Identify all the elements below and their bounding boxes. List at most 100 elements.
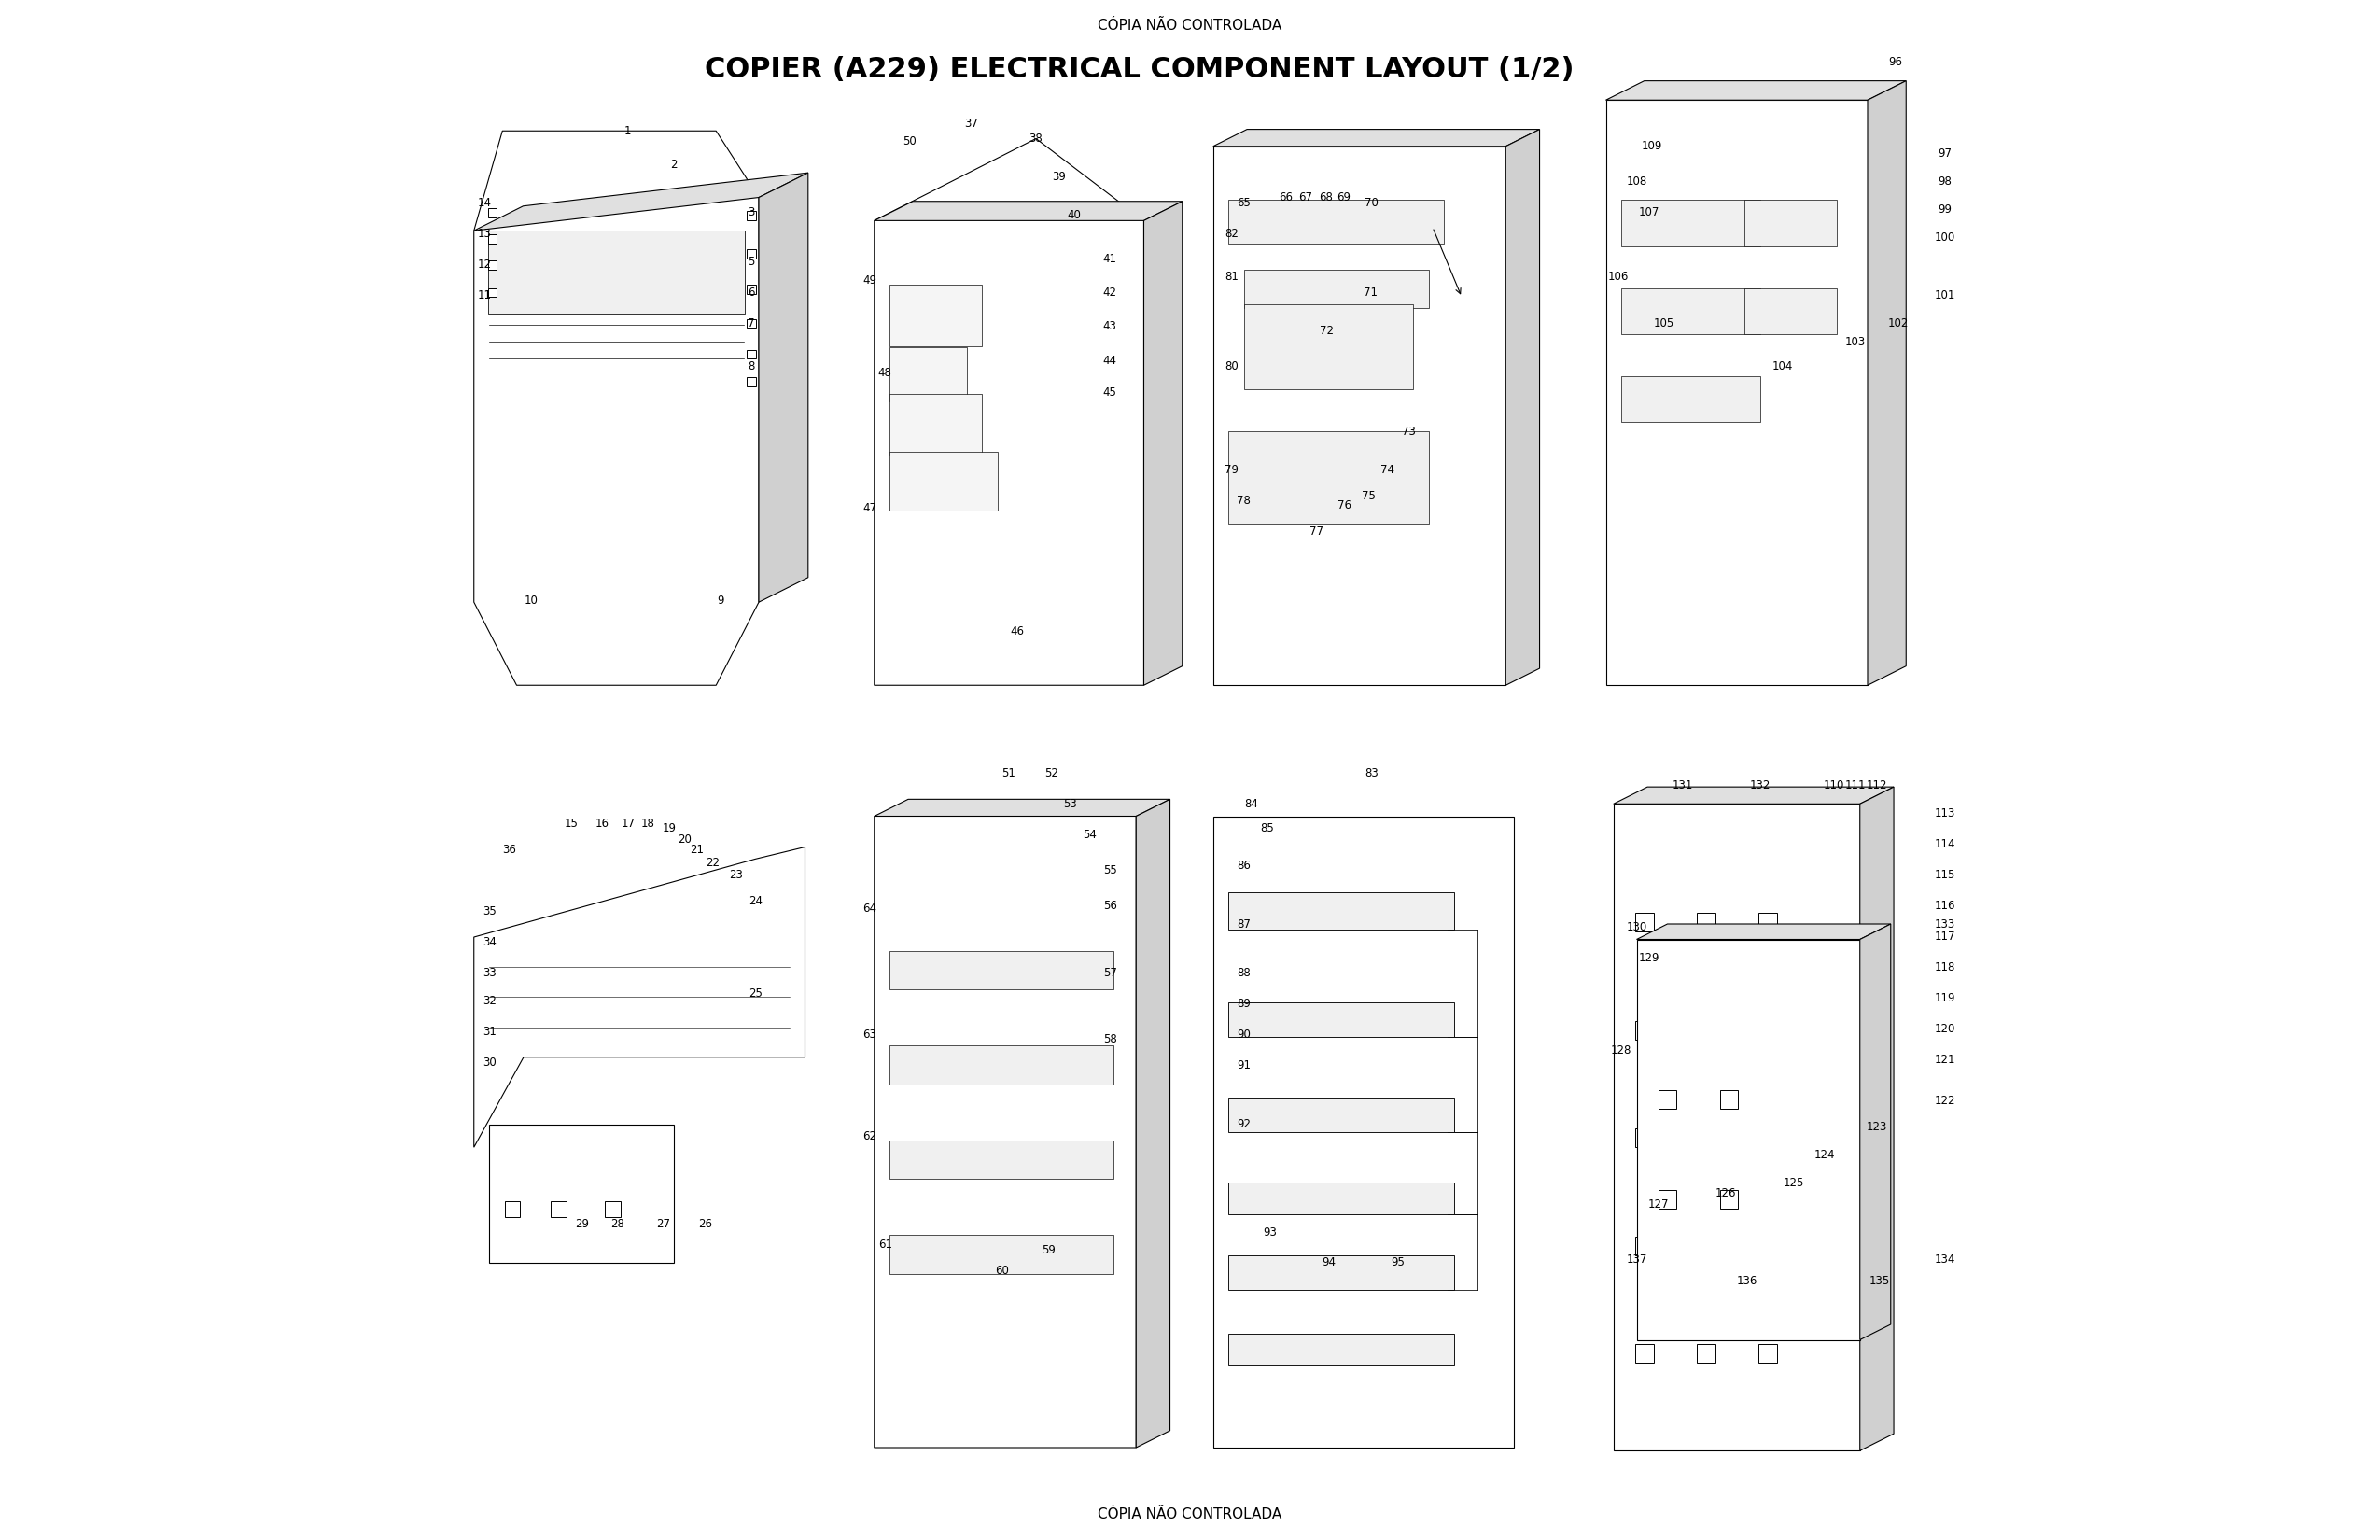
Text: 97: 97: [1937, 148, 1952, 160]
Text: 38: 38: [1028, 132, 1042, 145]
Text: 27: 27: [657, 1218, 671, 1230]
Text: 16: 16: [595, 818, 609, 830]
Text: 34: 34: [483, 936, 497, 949]
Text: 128: 128: [1611, 1044, 1633, 1056]
Text: 33: 33: [483, 967, 495, 979]
Polygon shape: [759, 172, 809, 602]
Text: 123: 123: [1866, 1121, 1887, 1133]
Text: 50: 50: [902, 136, 916, 148]
Text: 126: 126: [1716, 1187, 1737, 1200]
Text: 8: 8: [747, 360, 754, 373]
Text: 32: 32: [483, 995, 497, 1007]
Polygon shape: [488, 231, 745, 314]
Text: 31: 31: [483, 1026, 497, 1038]
Text: 109: 109: [1642, 140, 1664, 152]
Text: 23: 23: [728, 869, 743, 881]
Text: 99: 99: [1937, 203, 1952, 216]
Bar: [1697, 1129, 1716, 1147]
Polygon shape: [1507, 129, 1540, 685]
Bar: [1635, 913, 1654, 932]
Text: 84: 84: [1245, 798, 1259, 810]
Bar: [1759, 1237, 1778, 1255]
Text: 63: 63: [862, 1029, 876, 1041]
Polygon shape: [1637, 924, 1890, 939]
Text: 60: 60: [995, 1264, 1009, 1277]
Bar: [1228, 892, 1454, 930]
Text: 59: 59: [1042, 1244, 1054, 1257]
Bar: [890, 394, 983, 456]
Text: 94: 94: [1321, 1257, 1335, 1269]
Text: 55: 55: [1102, 864, 1116, 876]
Bar: [1228, 1183, 1454, 1214]
Text: 3: 3: [747, 206, 754, 219]
Bar: [1621, 376, 1759, 422]
Text: CÓPIA NÃO CONTROLADA: CÓPIA NÃO CONTROLADA: [1097, 18, 1283, 32]
Text: 127: 127: [1647, 1198, 1668, 1210]
Bar: [890, 285, 983, 346]
Bar: [747, 377, 757, 387]
Bar: [1635, 1344, 1654, 1363]
Bar: [1659, 1190, 1676, 1209]
Bar: [890, 451, 997, 510]
Text: 64: 64: [862, 902, 876, 915]
Text: 46: 46: [1012, 625, 1023, 638]
Text: 78: 78: [1238, 494, 1252, 507]
Text: 41: 41: [1102, 253, 1116, 265]
Text: 62: 62: [862, 1130, 876, 1143]
Text: 12: 12: [478, 259, 493, 271]
Text: 131: 131: [1673, 779, 1692, 792]
Bar: [747, 249, 757, 259]
Text: 72: 72: [1321, 325, 1335, 337]
Bar: [1721, 1190, 1737, 1209]
Text: 129: 129: [1637, 952, 1659, 964]
Text: 37: 37: [964, 117, 978, 129]
Text: 42: 42: [1102, 286, 1116, 299]
Polygon shape: [873, 804, 1135, 1448]
Polygon shape: [474, 172, 809, 231]
Text: 51: 51: [1002, 767, 1016, 779]
Bar: [1759, 913, 1778, 932]
Text: 107: 107: [1637, 206, 1659, 219]
Text: 120: 120: [1935, 1023, 1954, 1035]
Bar: [1745, 288, 1837, 334]
Polygon shape: [1614, 787, 1894, 804]
Polygon shape: [1145, 202, 1183, 685]
Text: 44: 44: [1102, 354, 1116, 367]
Text: 52: 52: [1045, 767, 1059, 779]
Bar: [1721, 1090, 1737, 1109]
Text: 135: 135: [1871, 1275, 1890, 1287]
Polygon shape: [474, 131, 759, 685]
Text: 61: 61: [878, 1238, 892, 1250]
Text: 115: 115: [1935, 869, 1954, 881]
Text: 28: 28: [609, 1218, 624, 1230]
Text: 17: 17: [621, 818, 635, 830]
Bar: [1635, 1021, 1654, 1040]
Bar: [490, 1124, 674, 1263]
Polygon shape: [1606, 80, 1906, 100]
Polygon shape: [873, 139, 1145, 685]
Polygon shape: [1214, 129, 1540, 146]
Text: 83: 83: [1364, 767, 1378, 779]
Text: 108: 108: [1626, 176, 1647, 188]
Text: 57: 57: [1102, 967, 1116, 979]
Polygon shape: [1868, 80, 1906, 685]
Text: 133: 133: [1935, 918, 1954, 930]
Text: 1: 1: [624, 125, 631, 137]
Text: 75: 75: [1361, 490, 1376, 502]
Text: 86: 86: [1238, 859, 1252, 872]
Bar: [890, 1140, 1114, 1180]
Text: 65: 65: [1238, 197, 1252, 209]
Text: 121: 121: [1935, 1053, 1954, 1066]
Text: 116: 116: [1935, 899, 1954, 912]
Polygon shape: [1637, 939, 1859, 1340]
Text: 88: 88: [1238, 967, 1252, 979]
Text: 112: 112: [1866, 779, 1887, 792]
Text: 76: 76: [1338, 499, 1352, 511]
Text: 10: 10: [524, 594, 538, 607]
Text: 106: 106: [1606, 271, 1628, 283]
Text: 56: 56: [1102, 899, 1116, 912]
Text: COPIER (A229) ELECTRICAL COMPONENT LAYOUT (1/2): COPIER (A229) ELECTRICAL COMPONENT LAYOU…: [704, 55, 1573, 83]
Text: 43: 43: [1102, 320, 1116, 333]
Text: 30: 30: [483, 1056, 495, 1069]
Text: 89: 89: [1238, 998, 1252, 1010]
